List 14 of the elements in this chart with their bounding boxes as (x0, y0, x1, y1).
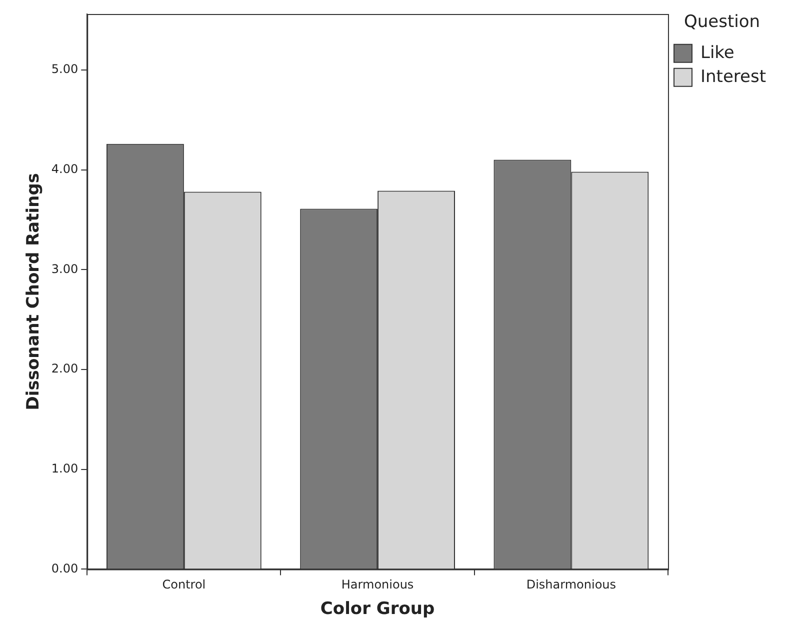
x-tick-label: Harmonious (341, 578, 414, 592)
legend-label: Interest (700, 66, 766, 87)
y-tick-label: 4.00 (51, 162, 78, 176)
y-tick-label: 2.00 (51, 362, 78, 376)
x-tick-label: Control (162, 578, 206, 592)
legend-title: Question (684, 12, 760, 32)
y-tick-label: 5.00 (51, 62, 78, 76)
x-tick-label: Disharmonious (526, 578, 616, 592)
y-tick-label: 1.00 (51, 461, 78, 476)
y-tick-label: 0.00 (51, 561, 78, 576)
legend-label: Like (700, 42, 734, 63)
y-tick-label: 3.00 (51, 262, 78, 276)
x-axis-title: Color Group (320, 599, 435, 620)
y-axis-title: Dissonant Chord Ratings (24, 172, 44, 410)
